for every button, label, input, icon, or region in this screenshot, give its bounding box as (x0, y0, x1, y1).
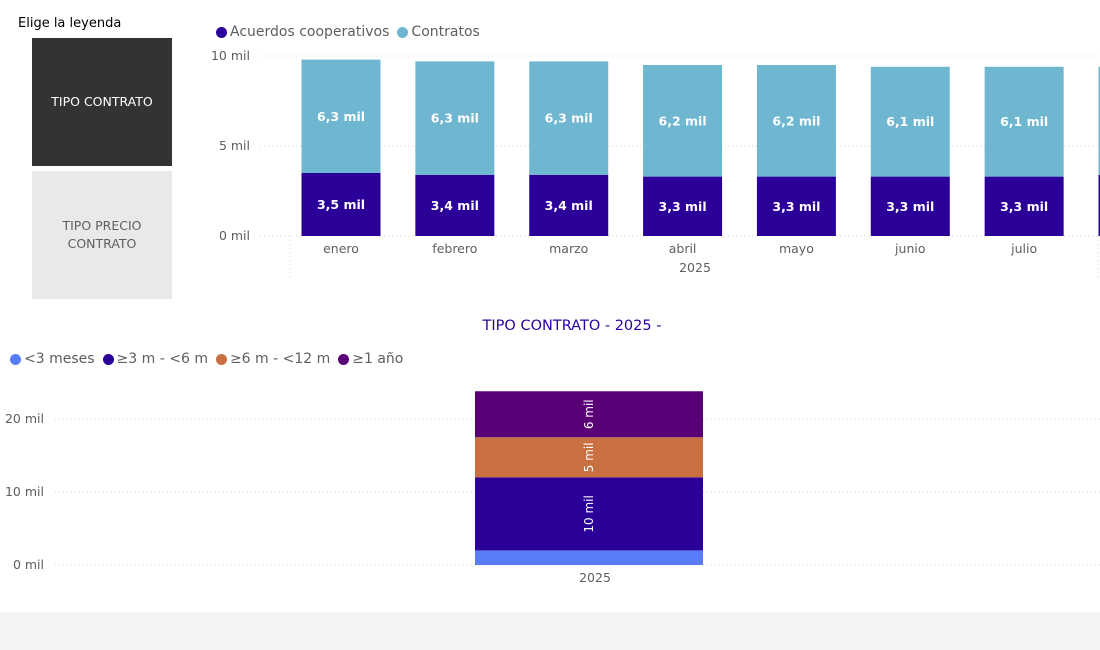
bar-segment (475, 477, 703, 551)
data-label: 6,1 mil (1000, 114, 1048, 129)
data-label: 3,3 mil (772, 199, 820, 214)
data-label: 6,2 mil (772, 113, 820, 128)
data-label: 3,3 mil (886, 199, 934, 214)
contract-duration-stacked-chart: 0 mil 10 mil 20 mil 10 mil 5 mil 6 mil 2025 (5, 391, 1100, 585)
y-tick-label: 5 mil (219, 138, 250, 153)
bar-segment (475, 437, 703, 478)
legend-swatch (10, 353, 21, 365)
x-tick-label: marzo (549, 241, 588, 256)
data-label: 6,2 mil (659, 113, 707, 128)
legend-item-6-12-meses[interactable]: ≥6 m - <12 m (215, 351, 331, 367)
y-tick-label: 10 mil (5, 484, 44, 499)
y-tick-label: 20 mil (5, 411, 44, 426)
legend-item-acuerdos[interactable]: Acuerdos cooperativos (216, 24, 389, 40)
bar-segment (301, 173, 381, 236)
bar-segment (1098, 66, 1100, 175)
x-tick-label: 2025 (579, 570, 611, 585)
data-label: 5 mil (582, 442, 596, 472)
legend-swatch (216, 26, 227, 38)
bar-segment (870, 66, 950, 177)
chart2-title: TIPO CONTRATO - 2025 - (482, 318, 662, 334)
bar-segment (475, 391, 703, 438)
chart2-legend: <3 meses ≥3 m - <6 m ≥6 m - <12 m ≥1 año (10, 351, 411, 367)
footer-band (0, 612, 1100, 650)
data-label: 6 mil (582, 399, 596, 429)
bar-segment (643, 176, 723, 236)
y-tick-label: 0 mil (13, 557, 44, 572)
data-label: 10 mil (582, 495, 596, 532)
slicer-option-label: TIPO CONTRATO (51, 94, 153, 109)
bar-segment (1098, 174, 1100, 236)
data-label: 3,4 mil (545, 198, 593, 213)
legend-item-3-6-meses[interactable]: ≥3 m - <6 m (102, 351, 208, 367)
data-label: 6,3 mil (545, 111, 593, 126)
y-tick-label: 10 mil (211, 48, 250, 63)
bar-segment (415, 61, 495, 175)
bar-segment (756, 65, 836, 177)
y-tick-label: 0 mil (219, 228, 250, 243)
legend-label: ≥6 m - <12 m (229, 351, 331, 367)
legend-label: <3 meses (24, 351, 95, 367)
bar-segment (529, 61, 609, 175)
legend-item-contratos[interactable]: Contratos (397, 24, 480, 40)
bar-segment (984, 176, 1064, 236)
x-tick-label: junio (894, 241, 925, 256)
bar-segment (756, 176, 836, 236)
legend-item-lt-3-meses[interactable]: <3 meses (10, 351, 95, 367)
x-tick-label: febrero (432, 241, 477, 256)
bar-segment (529, 174, 609, 236)
legend-swatch (102, 353, 114, 365)
x-tick-label: mayo (779, 241, 814, 256)
legend-item-1-ano[interactable]: ≥1 año (338, 351, 403, 367)
bar-segment (475, 550, 703, 565)
legend-swatch (397, 26, 409, 38)
data-label: 3,4 mil (431, 198, 479, 213)
data-label: 6,3 mil (317, 109, 365, 124)
legend-label: ≥3 m - <6 m (116, 351, 208, 367)
x-tick-label: abril (669, 241, 697, 256)
slicer-title: Elige la leyenda (18, 16, 122, 31)
slicer-option-tipo-contrato[interactable]: TIPO CONTRATO (32, 38, 172, 166)
legend-label: Acuerdos cooperativos (230, 24, 390, 40)
monthly-stacked-bar-chart: 0 mil 5 mil 10 mil 3,5 mil 6,3 mil enero 3,4 m… (211, 48, 1100, 280)
bar-segment (984, 66, 1064, 177)
slicer-option-label: TIPO PRECIO CONTRATO (62, 218, 142, 251)
slicer-option-tipo-precio-contrato[interactable]: TIPO PRECIO CONTRATO (32, 171, 172, 299)
bar-segment (643, 65, 723, 177)
bar-segment (301, 59, 381, 173)
x-tick-label: enero (323, 241, 359, 256)
x-group-label: 2025 (679, 260, 711, 275)
data-label: 3,5 mil (317, 197, 365, 212)
data-label: 6,3 mil (431, 111, 479, 126)
legend-swatch (338, 353, 350, 365)
legend-label: Contratos (411, 24, 480, 40)
data-label: 3,3 mil (659, 199, 707, 214)
data-label: 3,3 mil (1000, 199, 1048, 214)
bar-segment (870, 176, 950, 236)
legend-swatch (215, 353, 227, 365)
legend-label: ≥1 año (352, 351, 404, 367)
x-tick-label: julio (1010, 241, 1037, 256)
data-label: 6,1 mil (886, 114, 934, 129)
bar-segment (415, 174, 495, 236)
chart1-legend: Acuerdos cooperativos Contratos (216, 24, 488, 40)
